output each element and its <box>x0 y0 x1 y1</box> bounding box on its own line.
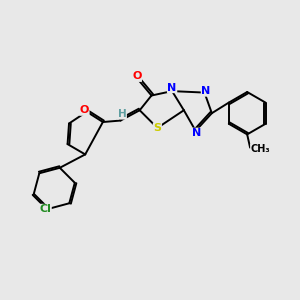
Text: Cl: Cl <box>39 204 51 214</box>
Text: H: H <box>118 109 126 119</box>
Text: O: O <box>80 105 89 115</box>
Text: N: N <box>167 82 177 93</box>
Text: S: S <box>153 123 161 133</box>
Text: N: N <box>193 128 202 138</box>
Text: O: O <box>132 71 141 81</box>
Text: N: N <box>201 86 211 96</box>
Text: CH₃: CH₃ <box>250 144 270 154</box>
